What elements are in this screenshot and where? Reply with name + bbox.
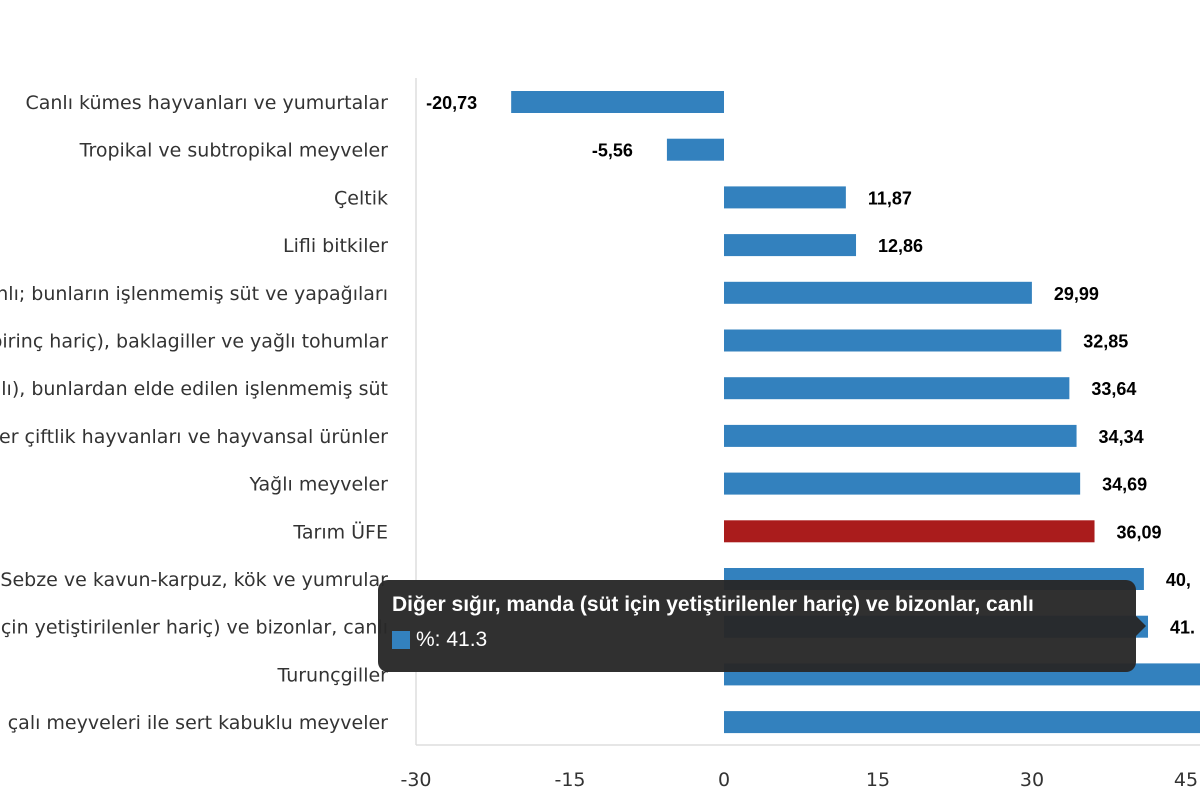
- bar[interactable]: [724, 186, 846, 209]
- tooltip-title: Diğer sığır, manda (süt için yetiştirile…: [392, 593, 1034, 616]
- tooltip-value-row: %: 41.3: [392, 628, 1122, 652]
- bar[interactable]: [511, 91, 724, 113]
- category-label: Çeltik: [334, 187, 388, 209]
- category-label: Tropikal ve subtropikal meyveler: [79, 140, 389, 162]
- data-label: -20,73: [426, 93, 477, 113]
- tooltip-value-text: %: 41.3: [416, 628, 488, 651]
- category-label: Lifli bitkiler: [283, 235, 388, 257]
- tooltip-pointer: [1136, 616, 1146, 636]
- highlight-bar[interactable]: [724, 520, 1095, 543]
- data-label: -5,56: [592, 141, 633, 161]
- bar[interactable]: [724, 234, 857, 257]
- tooltip-series-swatch: [392, 631, 410, 649]
- data-label: 36,09: [1117, 522, 1162, 542]
- data-label: 12,86: [878, 236, 923, 256]
- category-label: Diğer sığır, manda (süt için yetiştirile…: [0, 617, 388, 639]
- category-label: Tarım ÜFE: [292, 520, 388, 543]
- data-label: 34,34: [1099, 427, 1144, 447]
- x-tick-label: 0: [718, 769, 730, 791]
- category-label: Tahıllar (pirinç hariç), baklagiller ve …: [0, 331, 388, 353]
- category-label: Üzüm, çalı meyveleri ile sert kabuklu me…: [0, 711, 388, 734]
- category-label: Turunçgiller: [276, 664, 388, 686]
- category-label: Süt sığırları (canlı), bunlardan elde ed…: [0, 378, 388, 400]
- x-tick-label: 30: [1020, 769, 1044, 791]
- chart-tooltip: Diğer sığır, manda (süt için yetiştirile…: [378, 580, 1136, 672]
- x-tick-label: 15: [866, 769, 890, 791]
- bar[interactable]: [724, 711, 1200, 734]
- data-label: 29,99: [1054, 284, 1099, 304]
- bar[interactable]: [724, 281, 1032, 304]
- category-label: Canlı kümes hayvanları ve yumurtalar: [25, 92, 388, 114]
- x-tick-label: -30: [400, 769, 431, 791]
- x-tick-label: -15: [554, 769, 585, 791]
- bar[interactable]: [666, 138, 724, 161]
- data-label: 11,87: [868, 188, 912, 208]
- data-label: 32,85: [1083, 332, 1128, 352]
- category-labels: Canlı kümes hayvanları ve yumurtalar Trop…: [0, 92, 388, 734]
- value-labels: -20,73 -5,56 11,87 12,86 29,99 32,85 33,64 34,3…: [426, 93, 1195, 638]
- bar[interactable]: [724, 377, 1070, 400]
- data-label: 41.: [1170, 618, 1195, 638]
- x-tick-label: 45: [1174, 769, 1198, 791]
- category-label: Sebze ve kavun-karpuz, kök ve yumrular: [0, 569, 388, 591]
- bars: [511, 91, 1200, 734]
- bar[interactable]: [724, 424, 1077, 447]
- bar[interactable]: [724, 329, 1062, 352]
- category-label: Diğer çiftlik hayvanları ve hayvansal ür…: [0, 426, 388, 448]
- data-label: 33,64: [1091, 379, 1136, 399]
- category-label: Canlı; bunların işlenmemiş süt ve yapağı…: [0, 283, 388, 305]
- data-label: 40,: [1166, 570, 1191, 590]
- category-label: Yağlı meyveler: [249, 474, 389, 496]
- bar[interactable]: [724, 472, 1081, 495]
- data-label: 34,69: [1102, 475, 1147, 495]
